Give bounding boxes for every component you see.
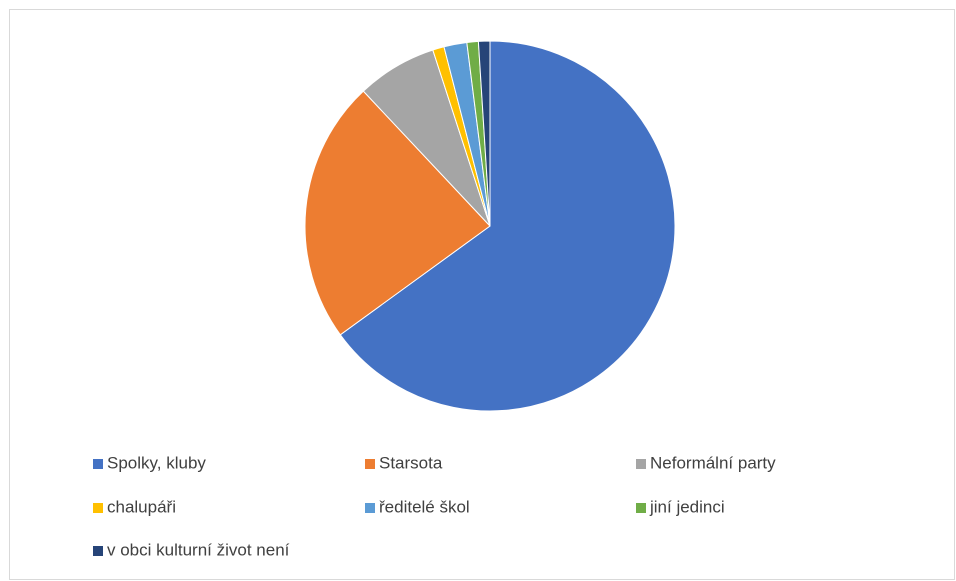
legend-label: Spolky, kluby xyxy=(107,453,206,472)
legend-swatch xyxy=(93,546,103,556)
legend-swatch xyxy=(93,503,103,513)
legend-swatch xyxy=(636,459,646,469)
legend-label: Neformální party xyxy=(650,453,776,472)
pie-slice xyxy=(304,90,491,336)
legend-label: chalupáři xyxy=(107,497,176,516)
legend-swatch xyxy=(365,503,375,513)
pie-slice xyxy=(339,40,676,412)
pie-slice xyxy=(477,40,491,227)
legend-label: jiní jedinci xyxy=(649,497,725,516)
legend-swatch xyxy=(93,459,103,469)
legend-label: Starsota xyxy=(379,453,443,472)
legend-label: ředitelé škol xyxy=(379,497,470,516)
legend-swatch xyxy=(636,503,646,513)
legend-label: v obci kulturní život není xyxy=(107,540,290,559)
legend-swatch xyxy=(365,459,375,469)
